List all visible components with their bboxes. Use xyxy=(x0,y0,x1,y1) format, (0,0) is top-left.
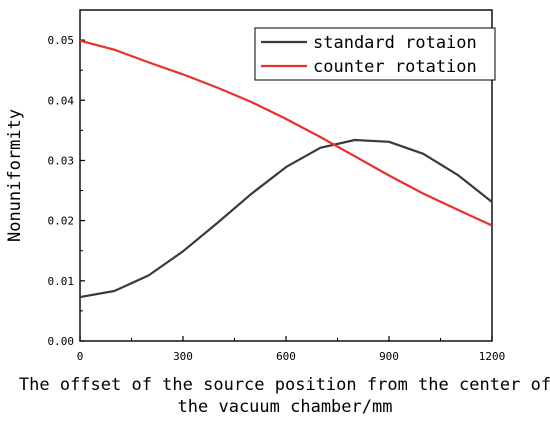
x-tick-label: 0 xyxy=(77,350,84,363)
series-lines xyxy=(79,39,493,299)
y-tick-label: 0.05 xyxy=(48,34,75,47)
legend: standard rotaion counter rotation xyxy=(254,27,496,81)
y-tick-label: 0.01 xyxy=(48,275,75,288)
axis-ticks: 0 300 600 900 1200 0.00 0.01 0.02 0.03 0.04 0.05 xyxy=(48,34,506,363)
y-tick-label: 0.03 xyxy=(48,154,75,167)
legend-box xyxy=(254,27,496,81)
x-tick-label: 1200 xyxy=(479,350,506,363)
y-tick-label: 0.02 xyxy=(48,215,75,228)
series-line-counter-rotation xyxy=(79,39,493,227)
axis-titles: The offset of the source position from t… xyxy=(5,109,550,417)
y-tick-label: 0.04 xyxy=(48,94,75,107)
legend-label-standard-rotaion: standard rotaion xyxy=(313,33,477,53)
legend-label-counter-rotation: counter rotation xyxy=(313,57,477,77)
y-tick-label: 0.00 xyxy=(48,335,75,348)
x-tick-label: 300 xyxy=(173,350,193,363)
x-tick-label: 600 xyxy=(276,350,296,363)
series-line-standard-rotaion xyxy=(79,138,493,299)
y-axis-title: Nonuniformity xyxy=(5,109,25,242)
x-tick-label: 900 xyxy=(379,350,399,363)
x-axis-title: The offset of the source position from t… xyxy=(19,375,550,395)
x-axis-title: the vacuum chamber/mm xyxy=(178,397,393,417)
